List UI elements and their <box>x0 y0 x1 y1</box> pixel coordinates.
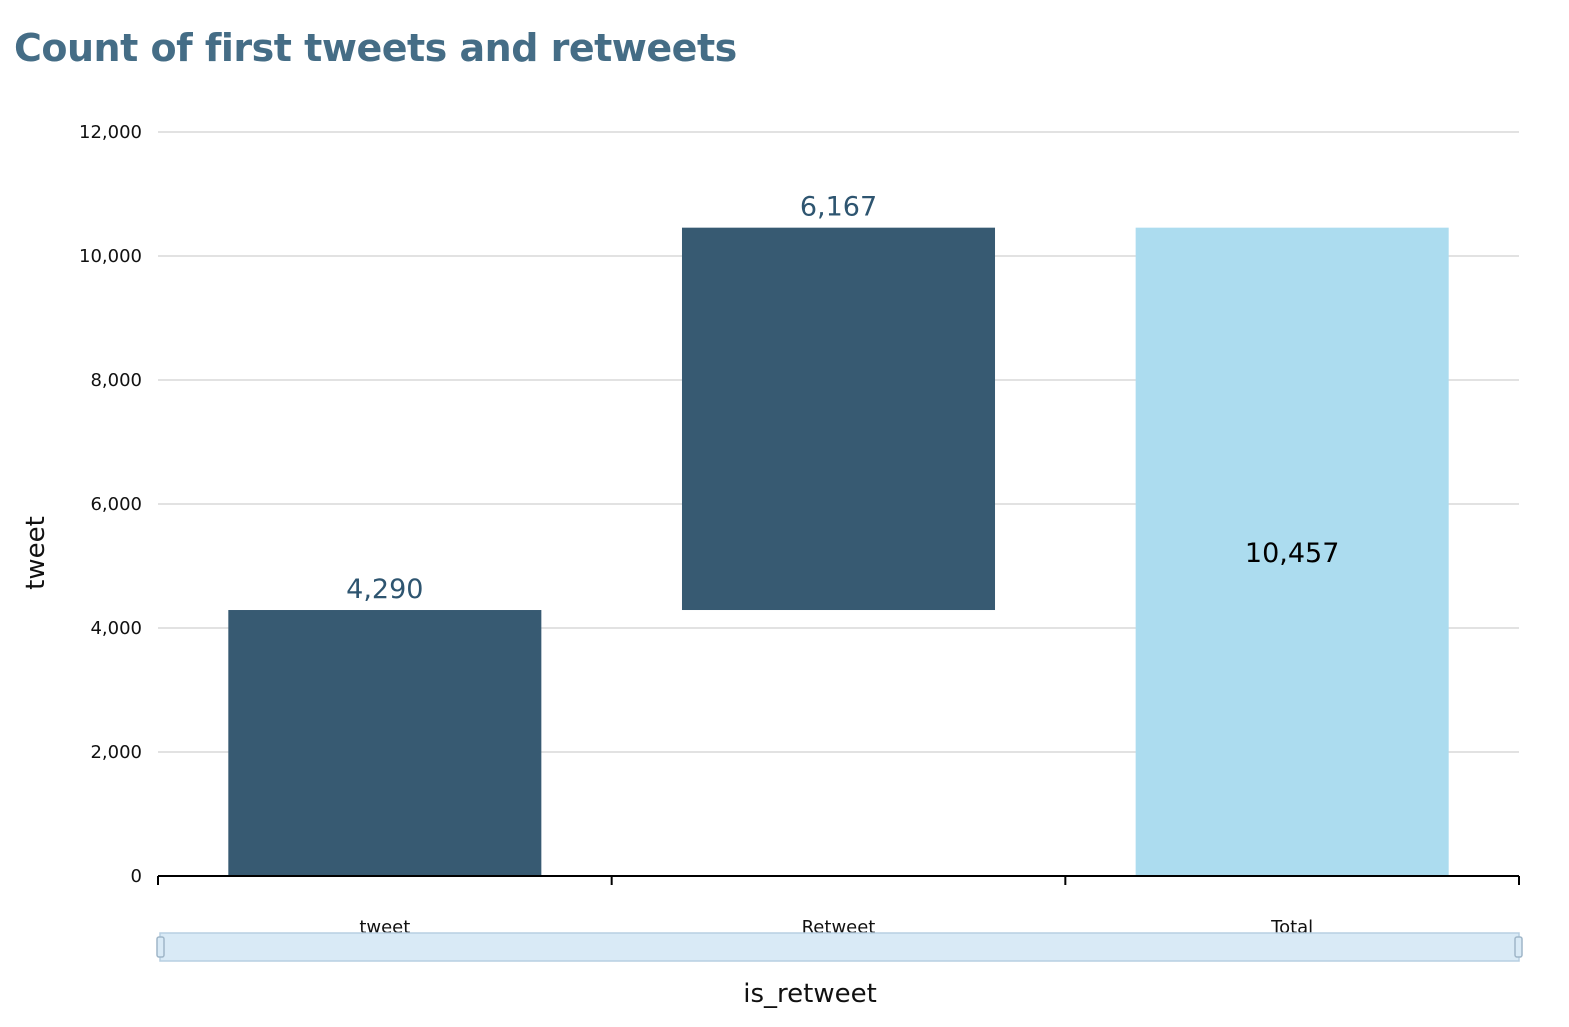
y-tick-label: 12,000 <box>79 122 142 143</box>
x-axis-scrollbar[interactable] <box>156 932 1523 962</box>
y-tick-label: 10,000 <box>79 246 142 267</box>
y-axis-ticks: 0 2,000 4,000 6,000 8,000 10,000 12,000 <box>79 122 142 887</box>
bar-tweet <box>228 610 542 876</box>
y-tick-label: 6,000 <box>90 494 142 515</box>
value-label-tweet: 4,290 <box>346 574 423 605</box>
value-label-retweet: 6,167 <box>800 192 877 223</box>
bar-retweet <box>681 227 996 611</box>
y-tick-label: 4,000 <box>90 618 142 639</box>
x-axis <box>157 875 1520 885</box>
y-tick-label: 2,000 <box>90 742 142 763</box>
y-tick-label: 8,000 <box>90 370 142 391</box>
bar-total <box>1135 227 1449 876</box>
chart-title: Count of first tweets and retweets <box>14 26 737 70</box>
y-tick-label: 0 <box>131 866 142 887</box>
scrollbar-right-handle[interactable] <box>1514 936 1523 958</box>
bars <box>228 227 1449 876</box>
x-axis-title: is_retweet <box>743 979 877 1009</box>
value-label-total: 10,457 <box>1245 538 1339 569</box>
scrollbar-left-handle[interactable] <box>156 936 165 958</box>
scrollbar-track[interactable] <box>159 932 1520 962</box>
value-labels: 4,290 6,167 10,457 <box>346 192 1339 605</box>
y-axis-title: tweet <box>21 516 51 590</box>
